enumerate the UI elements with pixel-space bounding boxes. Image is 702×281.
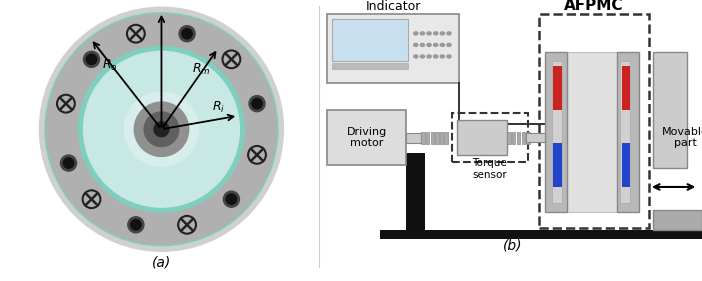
Circle shape (420, 55, 425, 58)
Bar (617, 52, 640, 212)
Bar (406, 133, 421, 143)
Bar (526, 132, 530, 144)
Text: Indicator: Indicator (365, 1, 420, 13)
Circle shape (252, 98, 262, 109)
Circle shape (447, 55, 451, 58)
Bar (452, 113, 528, 162)
Bar (406, 153, 425, 230)
Circle shape (223, 191, 239, 207)
Circle shape (434, 43, 438, 46)
Circle shape (427, 55, 431, 58)
Bar (653, 52, 687, 168)
Circle shape (124, 92, 199, 166)
Circle shape (41, 9, 282, 249)
Circle shape (427, 32, 431, 35)
Circle shape (249, 96, 265, 112)
Bar (512, 132, 515, 144)
Circle shape (434, 55, 438, 58)
Bar (380, 230, 702, 239)
Text: AFPMC: AFPMC (564, 0, 623, 13)
Bar (333, 19, 409, 61)
Bar (539, 14, 649, 228)
Bar (439, 132, 443, 144)
Bar (653, 210, 702, 230)
Circle shape (128, 217, 144, 233)
Circle shape (413, 43, 418, 46)
Bar (517, 132, 520, 144)
Bar (326, 110, 406, 165)
Circle shape (420, 32, 425, 35)
Circle shape (46, 14, 277, 244)
Bar (553, 66, 562, 110)
Circle shape (427, 43, 431, 46)
Circle shape (447, 32, 451, 35)
Circle shape (79, 46, 244, 212)
Bar (444, 132, 448, 144)
Bar (426, 132, 430, 144)
Text: (b): (b) (503, 239, 522, 253)
Bar (522, 132, 525, 144)
Bar (622, 143, 630, 187)
Circle shape (154, 122, 169, 137)
Bar (326, 14, 459, 83)
Circle shape (413, 32, 418, 35)
Text: (a): (a) (152, 256, 171, 270)
Circle shape (413, 55, 418, 58)
Text: Movable
part: Movable part (661, 127, 702, 148)
Bar (421, 132, 425, 144)
Bar (435, 132, 439, 144)
Bar (526, 133, 545, 142)
Text: Torque
sensor: Torque sensor (472, 158, 507, 180)
Bar (621, 61, 630, 203)
Circle shape (434, 32, 438, 35)
Circle shape (179, 26, 195, 42)
Text: $R_i$: $R_i$ (212, 99, 225, 115)
Text: $R_m$: $R_m$ (192, 62, 211, 78)
Text: $R_o$: $R_o$ (102, 57, 117, 72)
Bar (545, 52, 567, 212)
Circle shape (60, 155, 77, 171)
Circle shape (63, 158, 74, 168)
Circle shape (440, 43, 444, 46)
Circle shape (131, 220, 141, 230)
Circle shape (182, 29, 192, 39)
Circle shape (144, 112, 179, 147)
Bar (430, 132, 434, 144)
Circle shape (420, 43, 425, 46)
Circle shape (447, 43, 451, 46)
Circle shape (440, 55, 444, 58)
Bar (458, 120, 507, 155)
Bar (553, 143, 562, 187)
Circle shape (134, 102, 189, 157)
Circle shape (440, 32, 444, 35)
Bar (567, 52, 617, 212)
Bar (552, 61, 562, 203)
Circle shape (86, 54, 97, 65)
Text: Driving
motor: Driving motor (346, 127, 387, 148)
Bar (507, 132, 510, 144)
Circle shape (226, 194, 237, 204)
Circle shape (84, 51, 239, 207)
Bar (333, 63, 409, 69)
Bar (622, 66, 630, 110)
Circle shape (84, 51, 100, 67)
